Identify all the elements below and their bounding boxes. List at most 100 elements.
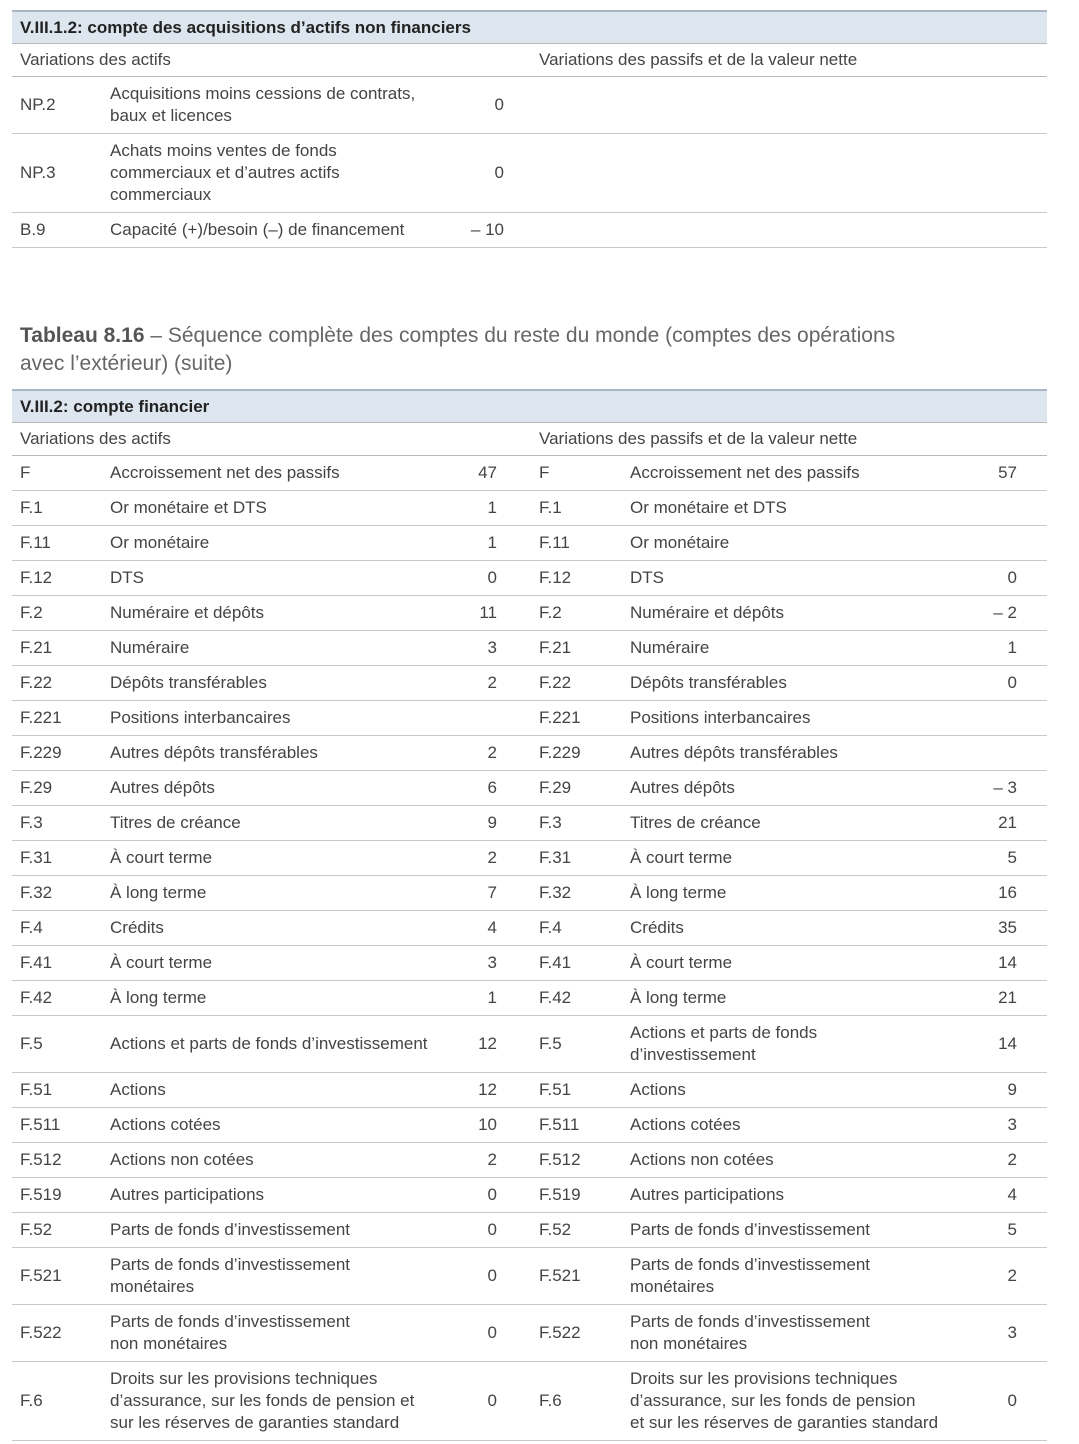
value-cell: – 3 [993, 778, 1017, 797]
table-header: V.III.1.2: compte des acquisitions d’act… [12, 10, 1047, 44]
caption: Tableau 8.16 – Séquence complète des com… [20, 322, 895, 378]
value-cell: 3 [1007, 1115, 1017, 1134]
code-cell [505, 134, 630, 212]
code-cell: F.51 [20, 1080, 53, 1099]
value-cell [950, 213, 1047, 247]
code-cell: F.221 [20, 708, 62, 727]
value-cell: 4 [1007, 1185, 1017, 1204]
code-cell: F.511 [539, 1115, 580, 1134]
value-cell: 0 [487, 1185, 497, 1204]
value-cell [950, 134, 1047, 212]
value-cell: 12 [478, 1080, 497, 1099]
table-row: F.31 À court terme 2 F.31 À court terme 5 [12, 841, 1047, 876]
label-cell: Crédits [110, 918, 164, 937]
value-cell: 6 [487, 778, 497, 797]
label-cell: À court terme [110, 953, 213, 972]
table-row: NP.3 Achats moins ventes de fonds commerc… [12, 134, 1047, 213]
value-cell: 7 [487, 883, 497, 902]
value-cell: 16 [998, 883, 1017, 902]
label-cell: À court terme [110, 848, 213, 867]
label-cell [630, 134, 950, 212]
value-cell: 0 [1007, 568, 1017, 587]
label-cell: À long terme [110, 883, 207, 902]
label-cell: DTS [110, 568, 144, 587]
value-cell: 47 [478, 463, 497, 482]
code-cell: F.4 [20, 918, 43, 937]
column-heading: Variations des passifs et de la valeur n… [539, 50, 858, 69]
caption-number: Tableau 8.16 [20, 324, 145, 347]
code-cell: F.42 [20, 988, 53, 1007]
label-cell: Dépôts transférables [630, 673, 787, 692]
code-cell: F.1 [20, 498, 43, 517]
code-cell: F.21 [539, 638, 572, 657]
code-cell: F.4 [539, 918, 562, 937]
table-row: NP.2 Acquisitions moins cessions de contr… [12, 77, 1047, 134]
label-cell: Or monétaire [630, 533, 730, 552]
value-cell: 10 [478, 1115, 497, 1134]
code-cell: F.41 [539, 953, 572, 972]
label-cell: À long terme [110, 988, 207, 1007]
label-cell: Autres dépôts transférables [630, 743, 838, 762]
label-cell: Parts de fonds d’investissement [110, 1220, 351, 1239]
label-cell: Positions interbancaires [630, 708, 811, 727]
label-cell: Capacité (+)/besoin (–) de financement [110, 220, 405, 239]
label-cell: Actions [110, 1080, 166, 1099]
value-cell: 2 [487, 673, 497, 692]
label-cell: Dépôts transférables [110, 673, 267, 692]
label-cell: À court terme [630, 848, 733, 867]
label-cell: Actions non cotées [110, 1150, 254, 1169]
column-headings: Variations des actifs Variations des pas… [12, 423, 1047, 456]
label-cell: Titres de créance [630, 813, 761, 832]
label-cell: Achats moins ventes de fonds commerciaux… [110, 141, 340, 204]
code-cell: F.229 [20, 743, 62, 762]
value-cell: 5 [1007, 1220, 1017, 1239]
value-cell: 11 [479, 603, 497, 622]
label-cell: Or monétaire et DTS [630, 498, 787, 517]
code-cell: F.3 [20, 813, 43, 832]
code-cell: F.32 [20, 883, 53, 902]
code-cell: F.522 [20, 1323, 62, 1342]
label-cell: Accroissement net des passifs [630, 463, 860, 482]
table-row: F Accroissement net des passifs 47 F Accrois… [12, 456, 1047, 491]
table-header: V.III.2: compte financier [12, 389, 1047, 423]
code-cell: F.11 [20, 533, 51, 552]
code-cell: F.2 [20, 603, 43, 622]
value-cell: 3 [487, 638, 497, 657]
label-cell: À long terme [630, 883, 727, 902]
value-cell [950, 701, 1047, 735]
value-cell: 0 [494, 95, 504, 114]
value-cell: 5 [1007, 848, 1017, 867]
column-heading: Variations des actifs [20, 429, 171, 448]
value-cell [950, 736, 1047, 770]
label-cell [630, 77, 950, 133]
label-cell: Autres participations [630, 1185, 785, 1204]
code-cell: F.519 [20, 1185, 62, 1204]
label-cell: Numéraire [110, 638, 190, 657]
label-cell: Autres dépôts transférables [110, 743, 318, 762]
value-cell: 0 [1007, 1391, 1017, 1410]
label-cell: Acquisitions moins cessions de contrats,… [110, 84, 416, 125]
value-cell: 0 [487, 1220, 497, 1239]
code-cell: NP.3 [20, 163, 56, 182]
value-cell: 1 [487, 533, 497, 552]
value-cell: 0 [1007, 673, 1017, 692]
value-cell: 35 [998, 918, 1017, 937]
code-cell: F [20, 463, 31, 482]
table-row: F.521 Parts de fonds d’investissement mon… [12, 1248, 1047, 1305]
label-cell: Numéraire et dépôts [110, 603, 265, 622]
label-cell: Crédits [630, 918, 684, 937]
label-cell: Titres de créance [110, 813, 241, 832]
code-cell: NP.2 [20, 95, 56, 114]
value-cell [450, 701, 505, 735]
value-cell: 2 [1007, 1150, 1017, 1169]
code-cell: F.52 [539, 1220, 572, 1239]
value-cell: 1 [1007, 638, 1017, 657]
value-cell: 3 [1007, 1323, 1017, 1342]
label-cell: Actions cotées [110, 1115, 221, 1134]
table-row: F.519 Autres participations 0 F.519 Autres p… [12, 1178, 1047, 1213]
code-cell: F.41 [20, 953, 53, 972]
value-cell: 2 [487, 743, 497, 762]
code-cell: F.3 [539, 813, 562, 832]
column-heading: Variations des passifs et de la valeur n… [539, 429, 858, 448]
